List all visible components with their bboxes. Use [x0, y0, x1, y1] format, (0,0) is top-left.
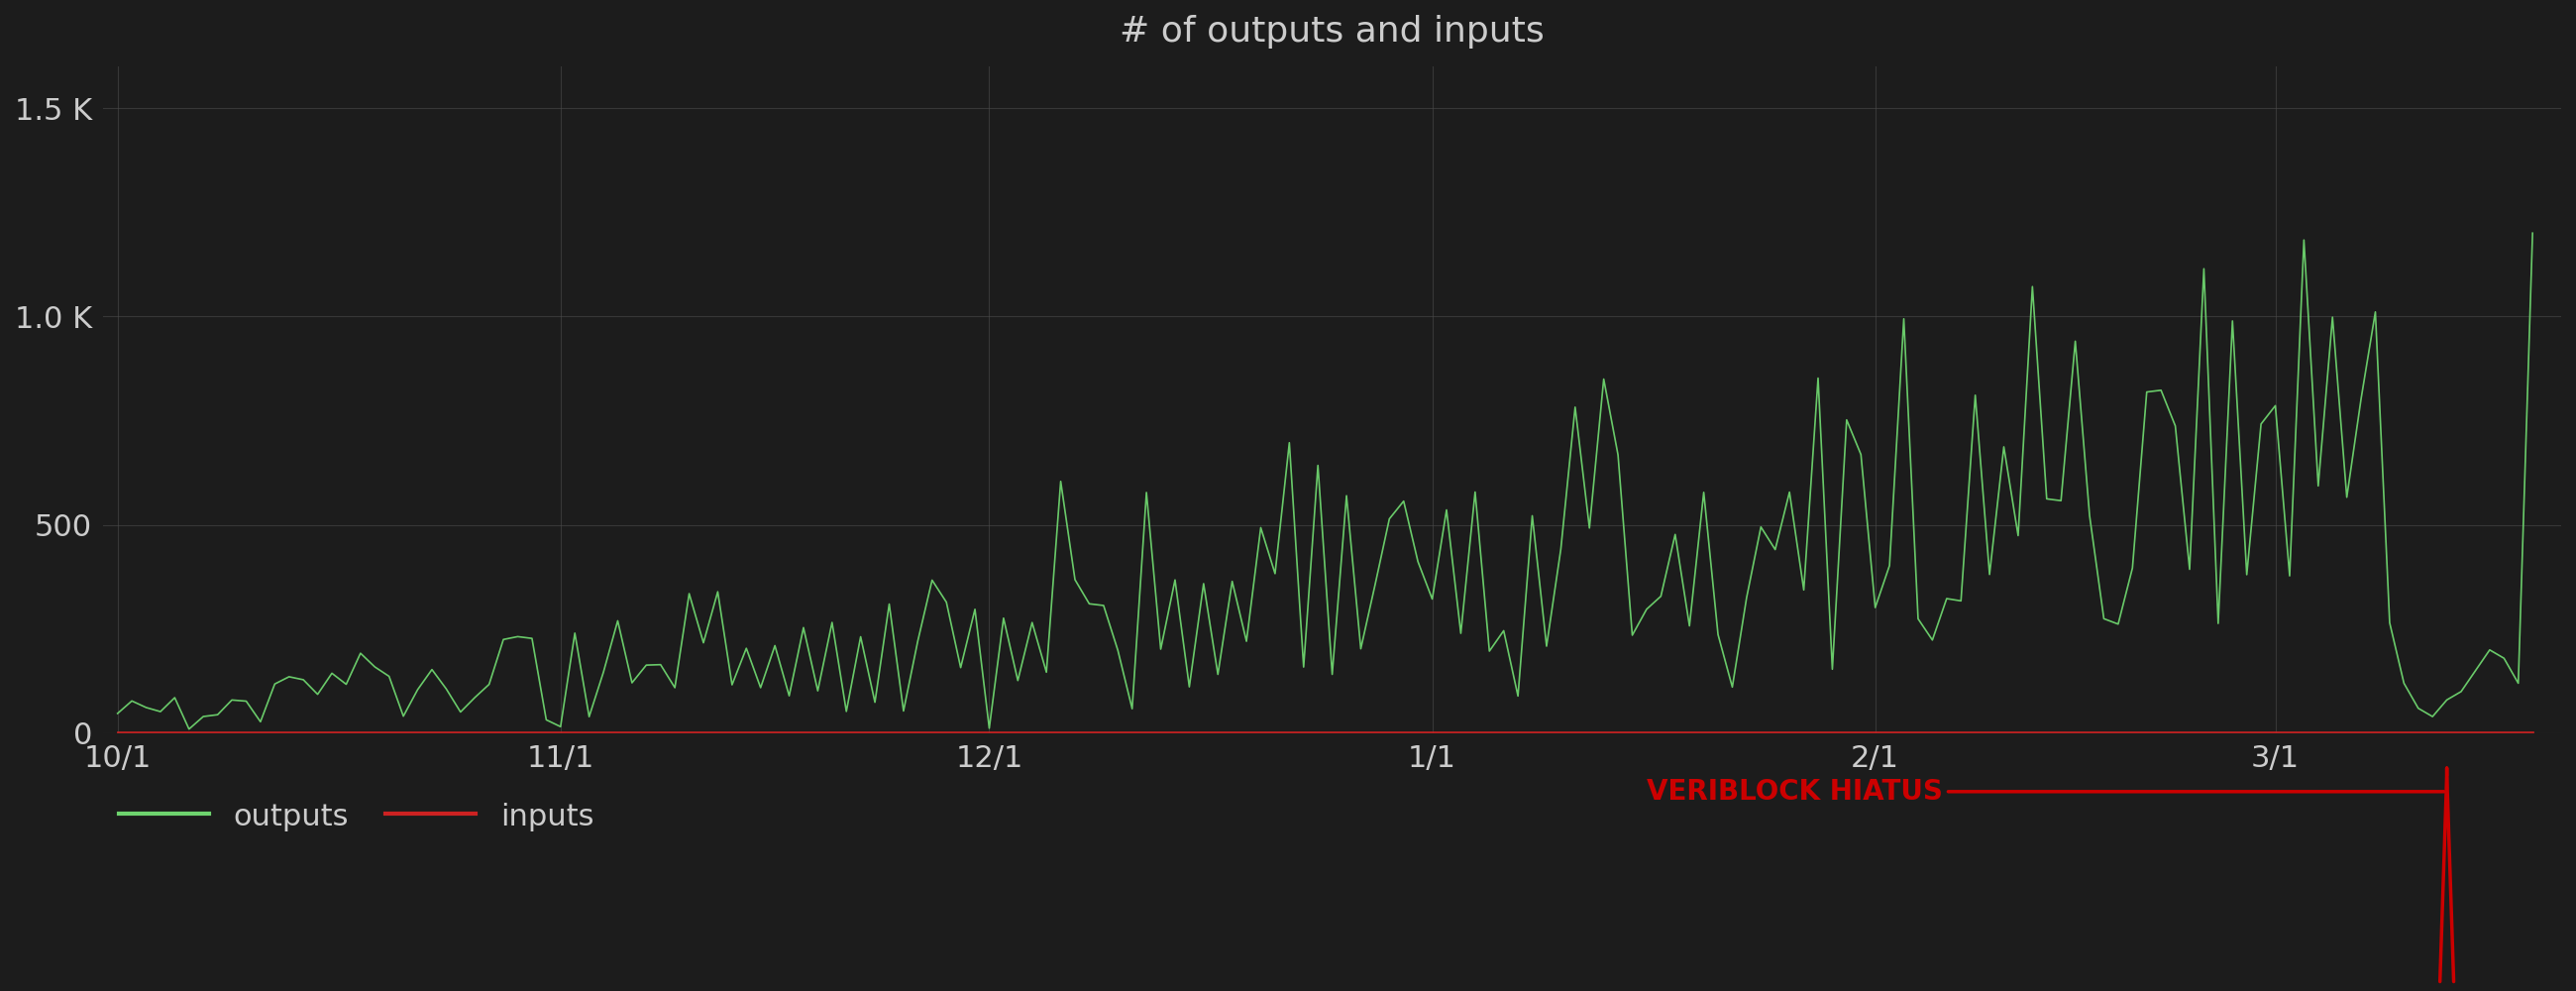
Legend: outputs, inputs: outputs, inputs	[118, 802, 595, 831]
Title: # of outputs and inputs: # of outputs and inputs	[1121, 15, 1546, 49]
Text: VERIBLOCK HIATUS: VERIBLOCK HIATUS	[1646, 778, 2445, 806]
